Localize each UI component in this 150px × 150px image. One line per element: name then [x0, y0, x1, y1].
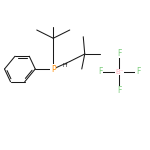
Text: F: F: [98, 68, 103, 76]
Text: F: F: [117, 49, 122, 58]
Text: P: P: [51, 64, 56, 74]
Text: F: F: [136, 68, 140, 76]
Text: B⁻: B⁻: [115, 69, 123, 75]
Text: H': H': [62, 63, 68, 68]
Text: F: F: [117, 86, 122, 95]
